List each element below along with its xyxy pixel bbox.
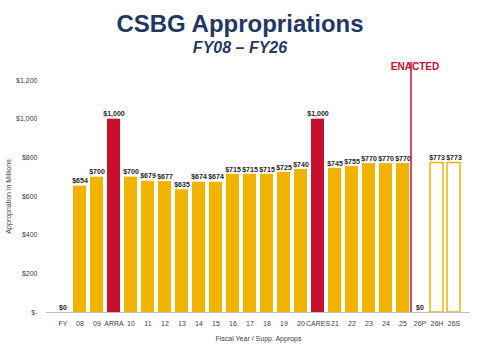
svg-text:$654: $654 (72, 177, 88, 185)
html-text:FY08 – FY26: FY08 – FY26 (192, 39, 288, 56)
svg-text:$674: $674 (208, 173, 224, 181)
svg-text:$674: $674 (191, 173, 207, 181)
svg-text:$745: $745 (327, 160, 343, 168)
svg-text:Fiscal Year / Supp. Approps: Fiscal Year / Supp. Approps (216, 335, 302, 343)
html-text:CSBG Appropriations: CSBG Appropriations (116, 10, 364, 37)
svg-text:26S: 26S (448, 320, 461, 327)
svg-text:ENACTED: ENACTED (391, 61, 439, 72)
svg-text:$700: $700 (123, 168, 139, 176)
svg-text:17: 17 (246, 320, 254, 327)
svg-text:$770: $770 (395, 155, 411, 163)
svg-text:$679: $679 (140, 172, 156, 180)
svg-text:$0: $0 (416, 304, 424, 312)
svg-text:26H: 26H (431, 320, 444, 327)
svg-text:FY: FY (59, 320, 68, 327)
svg-text:$770: $770 (378, 155, 394, 163)
svg-text:14: 14 (195, 320, 203, 327)
svg-text:13: 13 (178, 320, 186, 327)
svg-text:11: 11 (144, 320, 151, 327)
svg-text:09: 09 (93, 320, 101, 327)
svg-text:$715: $715 (225, 166, 241, 174)
svg-text:15: 15 (212, 320, 220, 327)
svg-text:$0: $0 (59, 304, 67, 312)
svg-text:ARRA: ARRA (104, 320, 124, 327)
svg-text:$725: $725 (276, 164, 292, 172)
svg-text:20: 20 (297, 320, 305, 327)
svg-text:$740: $740 (293, 161, 309, 169)
svg-text:$773: $773 (429, 154, 445, 162)
svg-text:$700: $700 (89, 168, 105, 176)
svg-text:$800: $800 (22, 154, 38, 161)
svg-text:$-: $- (31, 309, 38, 316)
svg-text:$200: $200 (22, 270, 38, 277)
svg-text:25: 25 (399, 320, 407, 327)
svg-text:$1,200: $1,200 (16, 77, 38, 84)
svg-text:$600: $600 (22, 193, 38, 200)
svg-text:$715: $715 (259, 166, 275, 174)
svg-text:21: 21 (331, 320, 339, 327)
svg-text:08: 08 (76, 320, 84, 327)
svg-text:$770: $770 (361, 155, 377, 163)
svg-text:CARES: CARES (306, 320, 330, 327)
svg-text:$635: $635 (174, 181, 190, 189)
svg-text:Appropriation in Millions: Appropriation in Millions (5, 159, 13, 234)
svg-text:$1,000: $1,000 (16, 115, 38, 122)
svg-text:$773: $773 (446, 154, 462, 162)
svg-text:22: 22 (348, 320, 356, 327)
svg-text:$715: $715 (242, 166, 258, 174)
svg-text:$400: $400 (22, 231, 38, 238)
svg-text:16: 16 (229, 320, 237, 327)
svg-text:26P: 26P (414, 320, 427, 327)
svg-text:12: 12 (161, 320, 169, 327)
svg-text:$677: $677 (157, 173, 173, 181)
svg-text:$1,000: $1,000 (103, 110, 125, 118)
svg-text:18: 18 (263, 320, 271, 327)
svg-text:$755: $755 (344, 158, 360, 166)
svg-text:$1,000: $1,000 (307, 110, 329, 118)
svg-text:24: 24 (382, 320, 390, 327)
svg-text:19: 19 (280, 320, 288, 327)
svg-text:10: 10 (127, 320, 135, 327)
svg-text:23: 23 (365, 320, 373, 327)
